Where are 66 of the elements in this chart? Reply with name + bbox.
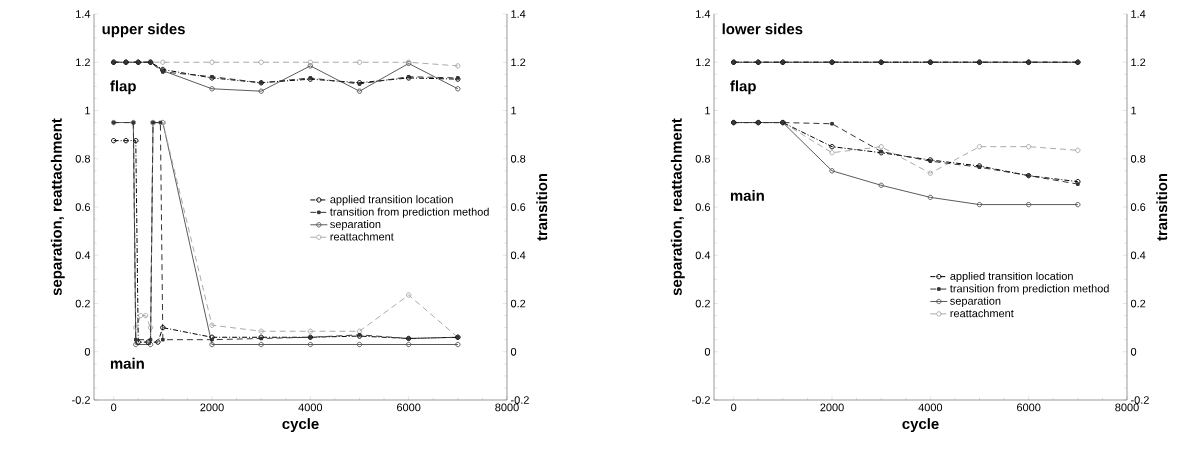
y2-axis-title: transition <box>536 173 548 241</box>
y2-tick-label: 1.2 <box>1131 58 1146 67</box>
legend-label: separation <box>330 220 381 231</box>
x-tick-label: 8000 <box>495 403 519 412</box>
x-tick-label: 4000 <box>918 403 943 412</box>
annotation: flap <box>110 80 136 95</box>
legend-label: transition from prediction method <box>950 284 1109 295</box>
y-tick-label: 0.2 <box>75 299 90 308</box>
y-tick-label: 1 <box>705 106 710 115</box>
annotation: flap <box>730 80 756 95</box>
y2-tick-label: 0.2 <box>1130 299 1146 308</box>
y-tick-label: 1.4 <box>76 10 91 18</box>
y-tick-label: 1.2 <box>696 58 710 67</box>
legend-label: separation <box>950 296 1001 307</box>
y-tick-label: 1.4 <box>696 10 711 18</box>
x-tick-label: 2000 <box>820 403 844 412</box>
y2-tick-label: 0 <box>1130 347 1137 356</box>
y2-tick-label: -0.2 <box>511 396 529 404</box>
legend-label: reattachment <box>950 309 1014 318</box>
y2-tick-label: 1.4 <box>511 10 526 18</box>
y-tick-label: -0.2 <box>72 396 90 404</box>
y2-axis-title: transition <box>1156 173 1168 241</box>
y-tick-label: 1.2 <box>76 58 90 67</box>
annotation: main <box>110 357 144 369</box>
y2-tick-label: 0 <box>510 347 517 356</box>
x-tick-label: 4000 <box>298 403 323 412</box>
y-tick-label: 0 <box>704 347 711 356</box>
x-tick-label: 6000 <box>397 403 421 412</box>
legend-label: applied transition location <box>330 195 453 206</box>
y2-tick-label: 1.4 <box>1131 10 1146 18</box>
legend-label: reattachment <box>330 232 394 241</box>
x-tick-label: 8000 <box>1115 403 1139 412</box>
x-tick-label: 6000 <box>1017 403 1041 412</box>
legend-label: transition from prediction method <box>330 207 489 218</box>
y-tick-label: 0.2 <box>695 299 710 308</box>
y-tick-label: 0.6 <box>75 203 90 211</box>
y-tick-label: 0.8 <box>75 154 90 163</box>
y-tick-label: 0.8 <box>695 154 710 163</box>
y2-tick-label: 1.2 <box>511 58 526 67</box>
y-axis-title: separation, reattachment <box>50 118 65 296</box>
y-tick-label: 0.4 <box>75 251 91 260</box>
y2-tick-label: 1 <box>1131 106 1137 115</box>
y2-tick-label: 0.8 <box>510 154 526 163</box>
annotation: main <box>730 189 764 201</box>
x-tick-label: 0 <box>731 403 737 412</box>
y2-tick-label: 0.4 <box>510 251 526 260</box>
y2-tick-label: 0.6 <box>510 203 526 211</box>
x-axis-title: cycle <box>282 418 319 433</box>
y-tick-label: 0 <box>84 347 91 356</box>
y2-tick-label: -0.2 <box>1131 396 1149 404</box>
y-tick-label: 0.6 <box>695 203 710 211</box>
y-tick-label: -0.2 <box>692 396 710 404</box>
legend-label: applied transition location <box>950 271 1073 283</box>
chart-title: lower sides <box>722 23 803 35</box>
x-tick-label: 2000 <box>200 403 224 412</box>
y2-tick-label: 0.2 <box>510 299 526 308</box>
y-tick-label: 0.4 <box>695 251 711 260</box>
y2-tick-label: 0.6 <box>1130 203 1146 211</box>
y2-tick-label: 1 <box>511 106 517 115</box>
y2-tick-label: 0.4 <box>1130 251 1146 260</box>
y2-tick-label: 0.8 <box>1130 154 1146 163</box>
x-axis-title: cycle <box>902 418 939 433</box>
text: upper sides <box>102 23 185 38</box>
x-tick-label: 0 <box>111 403 117 412</box>
y-tick-label: 1 <box>85 106 90 115</box>
y-axis-title: separation, reattachment <box>670 118 685 296</box>
